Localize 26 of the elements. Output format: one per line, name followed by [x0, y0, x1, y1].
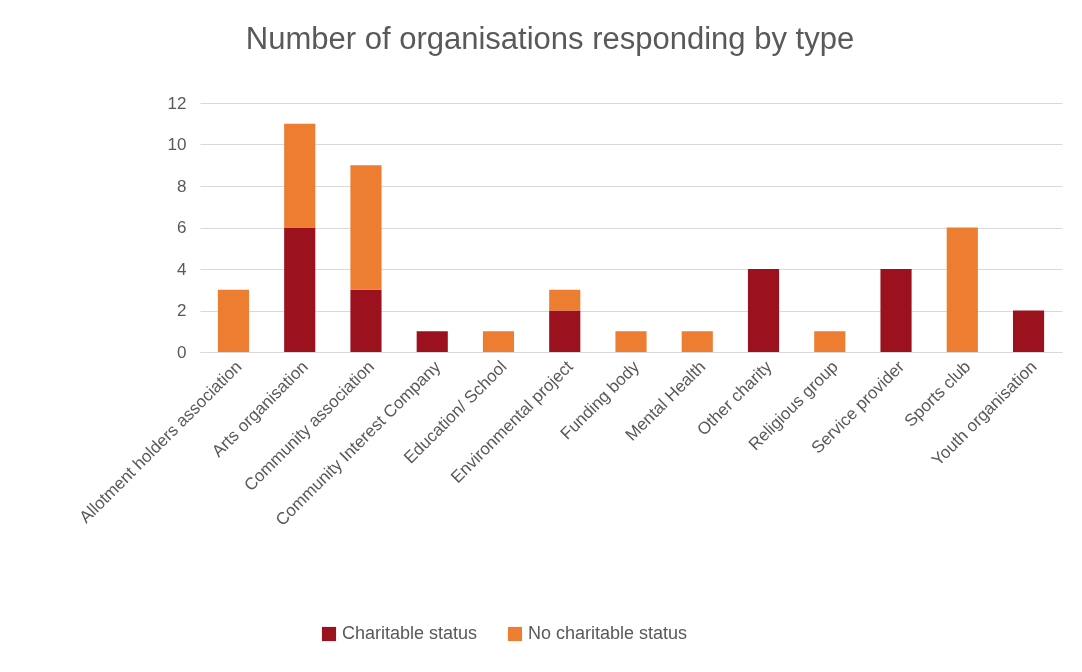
chart-title: Number of organisations responding by type — [245, 21, 855, 56]
bar — [416, 331, 448, 352]
y-tick-label: 4 — [177, 259, 187, 279]
bar — [482, 331, 515, 352]
bar — [615, 331, 647, 352]
bar — [814, 331, 846, 352]
bar — [217, 289, 250, 352]
bar — [350, 165, 382, 290]
y-tick-label: 8 — [177, 176, 187, 196]
bar — [284, 123, 316, 228]
bar — [681, 331, 713, 352]
bar — [549, 310, 581, 352]
bar — [549, 289, 581, 311]
y-tick-label: 0 — [177, 342, 187, 362]
y-tick-label: 12 — [167, 93, 187, 113]
y-tick-label: 6 — [177, 218, 187, 237]
legend-label: Charitable status — [342, 623, 478, 643]
y-tick-label: 2 — [177, 301, 187, 320]
bar — [284, 227, 316, 352]
bar — [946, 227, 978, 352]
y-tick-label: 10 — [167, 135, 187, 154]
legend-label: No charitable status — [528, 623, 688, 643]
bar — [1012, 310, 1045, 352]
bar — [350, 289, 382, 352]
bar — [747, 269, 780, 352]
bar — [880, 269, 912, 352]
